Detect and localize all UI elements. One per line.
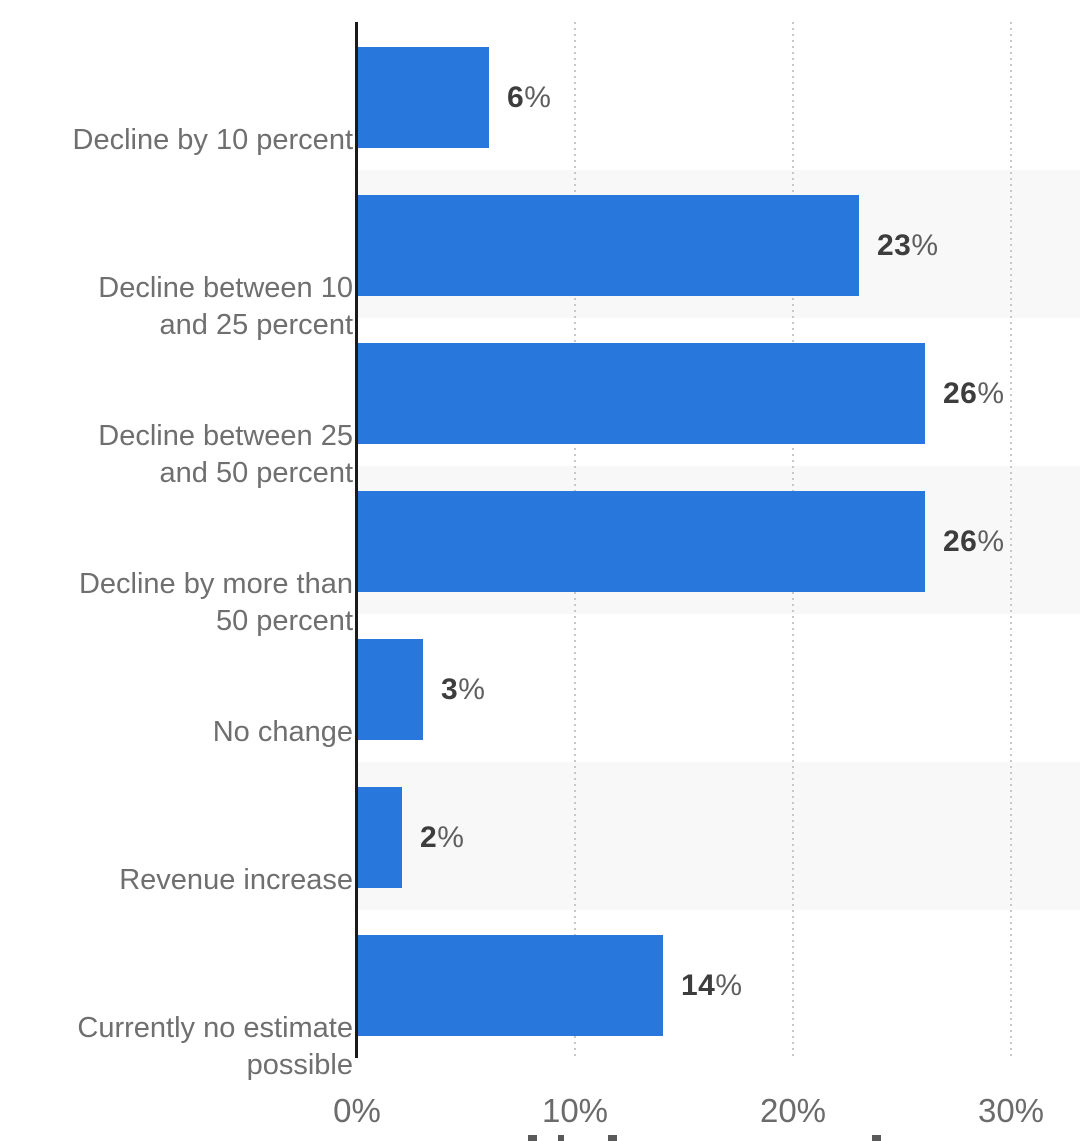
value-number: 6 bbox=[507, 80, 525, 114]
bar bbox=[358, 343, 925, 444]
bar bbox=[358, 787, 402, 888]
cropped-caption-text-fragment bbox=[872, 1135, 881, 1141]
x-axis-tick-label: 30% bbox=[977, 1092, 1045, 1129]
category-label: No change bbox=[212, 716, 353, 748]
bar bbox=[358, 639, 423, 740]
value-number: 2 bbox=[420, 820, 438, 854]
cropped-caption-text-fragment bbox=[528, 1135, 537, 1141]
bar bbox=[358, 195, 859, 296]
value-number: 26 bbox=[943, 524, 978, 558]
value-percent-sign: % bbox=[524, 80, 552, 114]
value-number: 3 bbox=[441, 672, 459, 706]
bar-value-label: 2% bbox=[420, 821, 464, 855]
bar-value-label: 3% bbox=[441, 673, 485, 707]
chart-row: 26% Decline by more than 50 percent bbox=[0, 466, 1080, 637]
category-label: Revenue increase bbox=[119, 864, 353, 896]
cropped-caption-text-fragment bbox=[608, 1135, 617, 1141]
category-label: Decline between 25 and 50 percent bbox=[98, 420, 353, 489]
value-percent-sign: % bbox=[715, 968, 743, 1002]
bar-value-label: 23% bbox=[877, 229, 939, 263]
chart-row: 2% Revenue increase bbox=[0, 762, 1080, 910]
bar bbox=[358, 935, 663, 1036]
value-number: 26 bbox=[943, 376, 978, 410]
x-axis-tick-label: 0% bbox=[333, 1092, 381, 1129]
value-percent-sign: % bbox=[977, 524, 1005, 558]
bar-value-label: 6% bbox=[507, 81, 551, 115]
gridline bbox=[1010, 22, 1012, 1058]
x-axis-tick-label: 20% bbox=[759, 1092, 827, 1129]
x-axis-tick-label: 10% bbox=[541, 1092, 609, 1129]
category-label: Currently no estimate possible bbox=[77, 1012, 353, 1081]
category-label: Decline by 10 percent bbox=[72, 124, 354, 156]
y-axis-line bbox=[355, 22, 358, 1058]
chart-row: 23% Decline between 10 and 25 percent bbox=[0, 170, 1080, 341]
value-percent-sign: % bbox=[977, 376, 1005, 410]
chart-row: 3% No change bbox=[0, 614, 1080, 762]
value-percent-sign: % bbox=[911, 228, 939, 262]
bar-value-label: 14% bbox=[681, 969, 743, 1003]
bar-value-label: 26% bbox=[943, 525, 1005, 559]
value-number: 14 bbox=[681, 968, 716, 1002]
chart-row: 26% Decline between 25 and 50 percent bbox=[0, 318, 1080, 489]
value-percent-sign: % bbox=[437, 820, 465, 854]
cropped-caption-text-fragment bbox=[558, 1135, 564, 1141]
row-stripe-background bbox=[357, 762, 1080, 910]
value-number: 23 bbox=[877, 228, 912, 262]
category-label: Decline by more than 50 percent bbox=[78, 568, 353, 637]
category-label: Decline between 10 and 25 percent bbox=[98, 272, 353, 341]
chart-row: 14% Currently no estimate possible bbox=[0, 910, 1080, 1081]
bar bbox=[358, 47, 489, 148]
chart-row: 6% Decline by 10 percent bbox=[0, 22, 1080, 170]
value-percent-sign: % bbox=[458, 672, 486, 706]
bar-value-label: 26% bbox=[943, 377, 1005, 411]
bar bbox=[358, 491, 925, 592]
